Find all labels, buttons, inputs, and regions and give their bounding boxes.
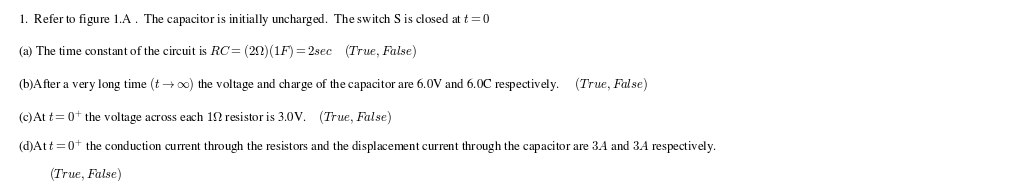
Text: (b)After a very long time $(t \rightarrow \infty)$ the voltage and charge of the: (b)After a very long time $(t \rightarro… bbox=[18, 75, 649, 93]
Text: $(True, False)$: $(True, False)$ bbox=[49, 165, 122, 181]
Text: (a) The time constant of the circuit is $RC=(2\Omega)(1F)=2sec$    $(True, False: (a) The time constant of the circuit is … bbox=[18, 43, 418, 60]
Text: (c)At $t=0^{+}$ the voltage across each $1\Omega$ resistor is 3.0V.    $(True, F: (c)At $t=0^{+}$ the voltage across each … bbox=[18, 108, 393, 126]
Text: (d)At $t=0^{+}$ the conduction current through the resistors and the displacemen: (d)At $t=0^{+}$ the conduction current t… bbox=[18, 139, 717, 156]
Text: 1.  Refer to figure 1.A .  The capacitor is initially uncharged.  The switch S i: 1. Refer to figure 1.A . The capacitor i… bbox=[18, 10, 490, 28]
